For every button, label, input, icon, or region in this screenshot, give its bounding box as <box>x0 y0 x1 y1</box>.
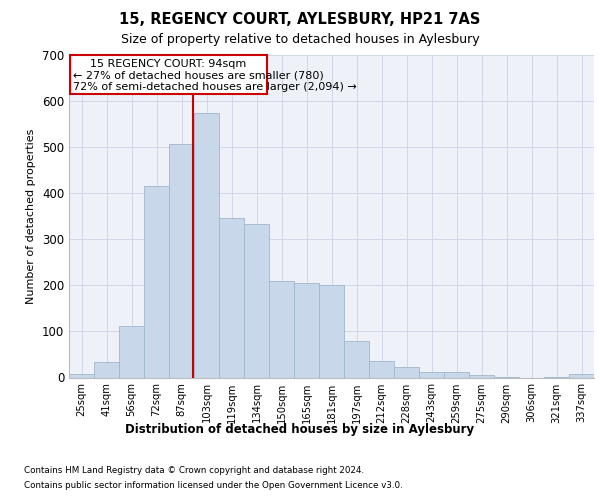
Bar <box>469 375 494 378</box>
Bar <box>294 283 319 378</box>
Text: 15, REGENCY COURT, AYLESBURY, HP21 7AS: 15, REGENCY COURT, AYLESBURY, HP21 7AS <box>119 12 481 28</box>
Bar <box>369 362 394 378</box>
Bar <box>94 362 119 378</box>
Text: 15 REGENCY COURT: 94sqm: 15 REGENCY COURT: 94sqm <box>90 58 247 68</box>
Bar <box>69 374 94 378</box>
Text: ← 27% of detached houses are smaller (780): ← 27% of detached houses are smaller (78… <box>73 70 323 81</box>
Text: Distribution of detached houses by size in Aylesbury: Distribution of detached houses by size … <box>125 422 475 436</box>
Bar <box>219 218 244 378</box>
Bar <box>444 372 469 378</box>
Bar <box>544 376 569 378</box>
Bar <box>569 374 594 378</box>
Text: 72% of semi-detached houses are larger (2,094) →: 72% of semi-detached houses are larger (… <box>73 82 356 92</box>
Bar <box>394 368 419 378</box>
Y-axis label: Number of detached properties: Number of detached properties <box>26 128 37 304</box>
Bar <box>194 112 219 378</box>
Text: Contains public sector information licensed under the Open Government Licence v3: Contains public sector information licen… <box>24 481 403 490</box>
Bar <box>119 326 144 378</box>
Bar <box>494 376 519 378</box>
Text: Contains HM Land Registry data © Crown copyright and database right 2024.: Contains HM Land Registry data © Crown c… <box>24 466 364 475</box>
Text: Size of property relative to detached houses in Aylesbury: Size of property relative to detached ho… <box>121 32 479 46</box>
Bar <box>319 286 344 378</box>
Bar <box>419 372 444 378</box>
Bar <box>144 186 169 378</box>
FancyBboxPatch shape <box>70 55 266 94</box>
Bar <box>169 144 194 378</box>
Bar <box>244 224 269 378</box>
Bar <box>344 340 369 378</box>
Bar <box>269 281 294 378</box>
